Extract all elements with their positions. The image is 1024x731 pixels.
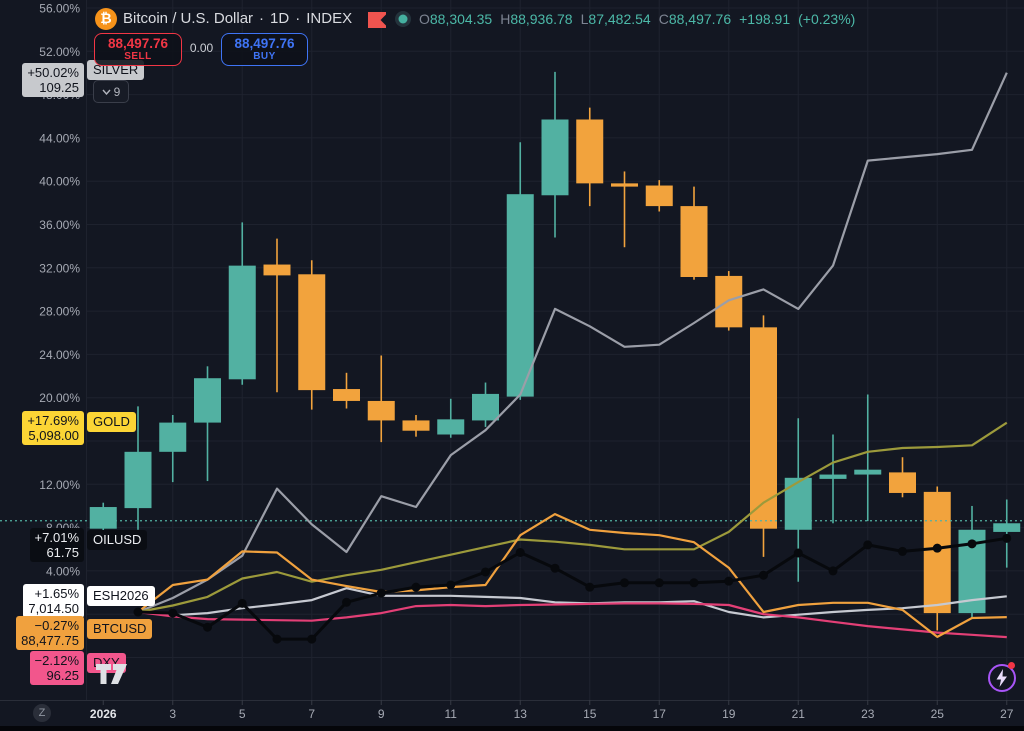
svg-text:27: 27: [1000, 707, 1014, 721]
series-status-icon: [395, 11, 411, 27]
open-value: 88,304.35: [429, 11, 493, 27]
ticker-label-esh2026[interactable]: ESH2026: [87, 586, 155, 606]
svg-text:19: 19: [722, 707, 736, 721]
high-label: H: [500, 11, 511, 27]
svg-text:25: 25: [931, 707, 945, 721]
tradingview-logo-icon[interactable]: [94, 659, 134, 691]
svg-text:15: 15: [583, 707, 597, 721]
svg-text:20.00%: 20.00%: [39, 391, 80, 405]
symbol-title[interactable]: Bitcoin / U.S. Dollar: [123, 10, 254, 27]
low-label: L: [580, 11, 589, 27]
compare-count: 9: [113, 84, 121, 99]
spread-value: 0.00: [189, 41, 214, 55]
svg-text:7: 7: [308, 707, 315, 721]
svg-text:23: 23: [861, 707, 875, 721]
lightning-bolt-icon: [996, 669, 1007, 687]
svg-text:13: 13: [514, 707, 528, 721]
buy-price: 88,497.76: [234, 36, 295, 51]
svg-text:56.00%: 56.00%: [39, 2, 80, 16]
svg-text:36.00%: 36.00%: [39, 218, 80, 232]
gold-price-badge: +17.69% 5,098.00: [22, 411, 84, 445]
dxy-price-badge: −2.12% 96.25: [29, 651, 84, 685]
window-edge: [0, 726, 1024, 731]
flag-icon[interactable]: [368, 11, 386, 29]
btcusd-price-badge: −0.27% 88,477.75: [16, 616, 84, 650]
chevron-down-icon: [102, 89, 111, 95]
svg-text:5: 5: [239, 707, 246, 721]
low-value: 87,482.54: [588, 11, 651, 27]
ticker-label-btcusd[interactable]: BTCUSD: [87, 619, 153, 639]
exchange-label: INDEX: [306, 10, 353, 27]
svg-text:11: 11: [445, 707, 458, 721]
buy-button[interactable]: 88,497.76 BUY: [221, 33, 308, 66]
bitcoin-logo-icon: ₿: [95, 8, 117, 30]
ticker-label-gold[interactable]: GOLD: [87, 412, 136, 432]
close-value: 88,497.76: [668, 11, 732, 27]
close-label: C: [658, 11, 669, 27]
ohlc-values: O88,304.35 H88,936.78 L87,482.54 C88,497…: [419, 11, 855, 27]
change-value: +198.91: [739, 11, 791, 27]
svg-text:40.00%: 40.00%: [39, 175, 80, 189]
svg-text:44.00%: 44.00%: [39, 131, 80, 145]
zoom-reset-button[interactable]: Z: [33, 704, 51, 722]
symbol-header: Bitcoin / U.S. Dollar · 1D · INDEX: [123, 10, 352, 27]
svg-text:28.00%: 28.00%: [39, 305, 80, 319]
oilusd-price-badge: +7.01% 61.75: [29, 528, 84, 562]
silver-price-badge: +50.02% 109.25: [22, 63, 84, 97]
sell-button[interactable]: 88,497.76 SELL: [94, 33, 182, 66]
change-percent: (+0.23%): [798, 11, 856, 27]
ticker-label-oilusd[interactable]: OILUSD: [87, 530, 148, 550]
notification-dot: [1008, 662, 1015, 669]
title-separator: ·: [259, 10, 265, 27]
buy-label: BUY: [253, 51, 276, 62]
interval-label[interactable]: 1D: [270, 10, 290, 27]
sell-label: SELL: [124, 51, 152, 62]
compare-dropdown[interactable]: 9: [93, 80, 129, 103]
esh2026-price-badge: +1.65% 7,014.50: [23, 584, 84, 618]
sell-price: 88,497.76: [107, 36, 169, 51]
svg-text:24.00%: 24.00%: [39, 348, 80, 362]
svg-text:12.00%: 12.00%: [39, 478, 80, 492]
title-separator: ·: [295, 10, 301, 27]
svg-text:2026: 2026: [90, 707, 117, 721]
svg-text:52.00%: 52.00%: [39, 45, 80, 59]
svg-text:3: 3: [169, 707, 176, 721]
svg-text:9: 9: [378, 707, 385, 721]
svg-text:4.00%: 4.00%: [46, 564, 80, 578]
open-label: O: [419, 11, 430, 27]
svg-text:21: 21: [792, 707, 806, 721]
svg-text:32.00%: 32.00%: [39, 261, 80, 275]
svg-text:17: 17: [653, 707, 667, 721]
high-value: 88,936.78: [510, 11, 573, 27]
